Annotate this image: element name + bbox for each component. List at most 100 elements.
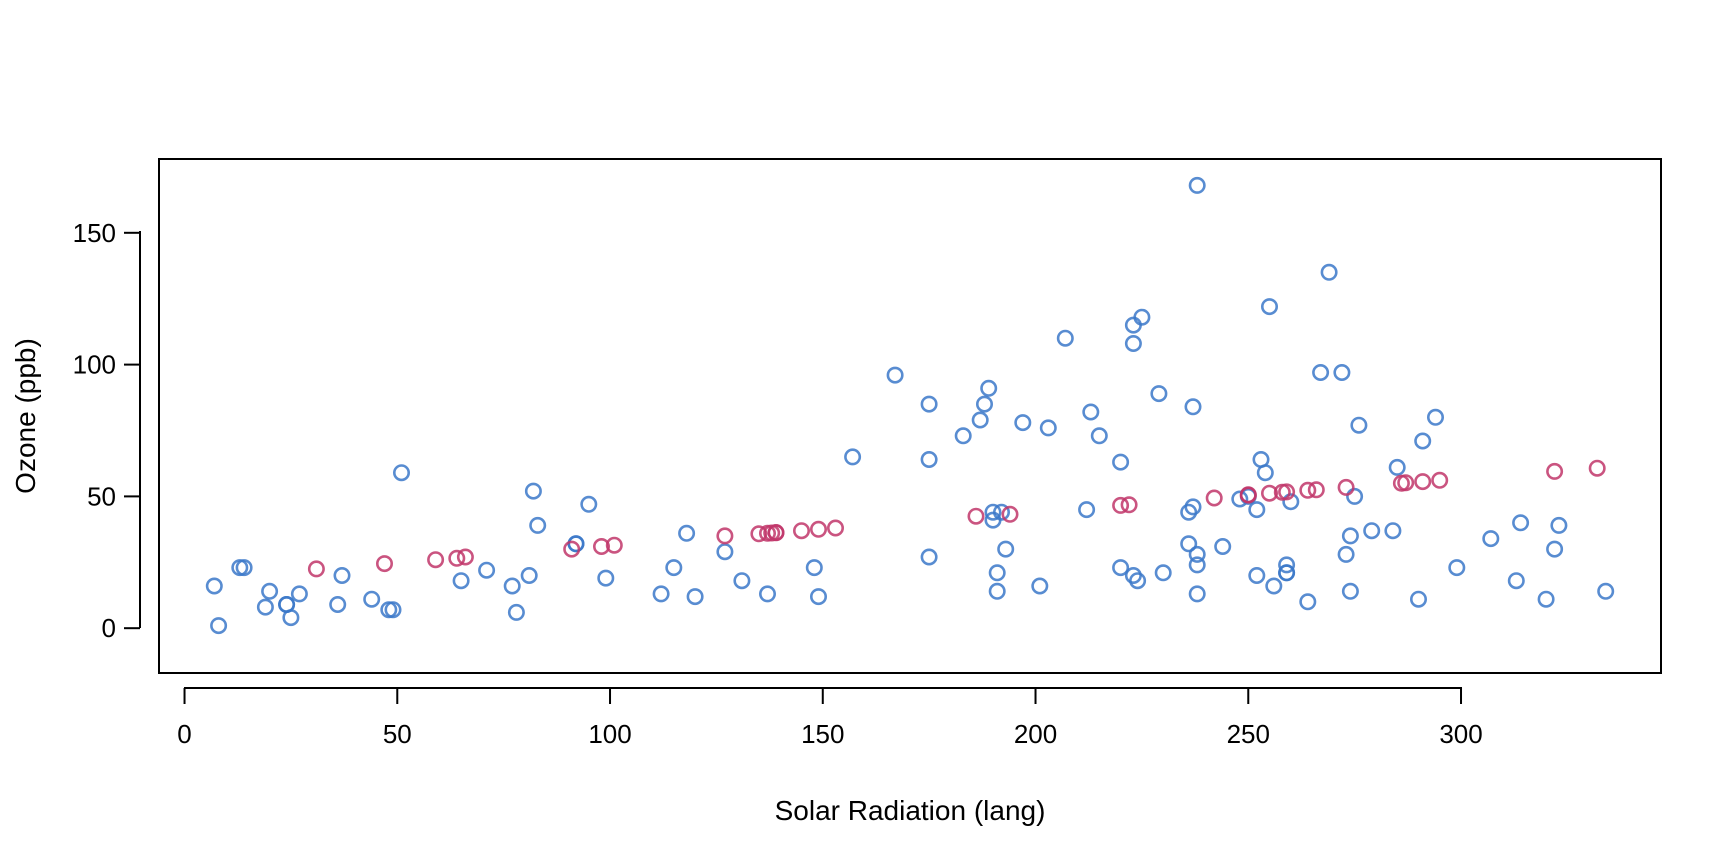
data-point-blue: [1410, 590, 1428, 608]
data-point-blue: [809, 588, 827, 606]
data-point-red: [1414, 473, 1432, 491]
data-point-red: [1278, 483, 1296, 501]
data-point-blue: [920, 548, 938, 566]
data-point-blue: [1278, 564, 1296, 582]
data-point-blue: [1056, 329, 1074, 347]
data-point-blue: [256, 598, 274, 616]
data-point-blue: [1312, 363, 1330, 381]
data-point-blue: [261, 582, 279, 600]
data-point-blue: [1150, 385, 1168, 403]
data-point-red: [1337, 478, 1355, 496]
data-point-blue: [1214, 537, 1232, 555]
data-point-blue: [290, 585, 308, 603]
data-point-blue: [758, 585, 776, 603]
data-point-blue: [1014, 414, 1032, 432]
x-tick-label: 50: [383, 719, 412, 749]
y-tick-label: 0: [102, 613, 116, 643]
data-point-red: [716, 527, 734, 545]
data-point-blue: [282, 609, 300, 627]
data-point-blue: [1265, 577, 1283, 595]
y-tick-label: 50: [87, 481, 116, 511]
y-axis-label: Ozone (ppb): [10, 338, 41, 494]
data-point-blue: [507, 603, 525, 621]
data-point-red: [375, 555, 393, 573]
data-point-red: [1205, 489, 1223, 507]
data-point-blue: [1078, 501, 1096, 519]
x-tick-label: 200: [1014, 719, 1057, 749]
data-point-blue: [1597, 582, 1615, 600]
data-point-blue: [716, 543, 734, 561]
data-point-blue: [1133, 308, 1151, 326]
data-point-red: [563, 540, 581, 558]
x-tick-label: 100: [588, 719, 631, 749]
data-point-red: [1239, 486, 1257, 504]
data-point-blue: [1414, 432, 1432, 450]
data-point-red: [1431, 471, 1449, 489]
data-point-red: [1112, 496, 1130, 514]
data-point-blue: [975, 395, 993, 413]
data-point-blue: [210, 617, 228, 635]
plot-frame: [158, 158, 1662, 674]
data-point-blue: [1231, 490, 1249, 508]
data-point-blue: [503, 577, 521, 595]
data-point-blue: [1384, 522, 1402, 540]
data-point-blue: [1278, 556, 1296, 574]
data-point-blue: [1248, 501, 1266, 519]
data-point-red: [1299, 481, 1317, 499]
data-point-blue: [205, 577, 223, 595]
data-point-blue: [1337, 545, 1355, 563]
data-point-blue: [1184, 498, 1202, 516]
data-point-red: [592, 537, 610, 555]
data-point-blue: [1427, 408, 1445, 426]
data-point-blue: [1129, 572, 1147, 590]
data-point-blue: [1184, 398, 1202, 416]
y-axis: 0 50 100 150: [73, 218, 141, 643]
data-point-blue: [1188, 176, 1206, 194]
data-point-blue: [1546, 540, 1564, 558]
data-point-red: [1588, 459, 1606, 477]
data-point-blue: [1282, 493, 1300, 511]
data-point-blue: [1090, 427, 1108, 445]
data-points: [205, 176, 1615, 635]
data-point-blue: [686, 588, 704, 606]
data-point-blue: [1256, 464, 1274, 482]
data-point-blue: [1482, 530, 1500, 548]
data-point-red: [456, 548, 474, 566]
data-point-blue: [971, 411, 989, 429]
data-point-blue: [886, 366, 904, 384]
data-point-blue: [1363, 522, 1381, 540]
data-point-blue: [1112, 453, 1130, 471]
data-point-blue: [1341, 527, 1359, 545]
data-point-blue: [997, 540, 1015, 558]
data-point-blue: [1333, 363, 1351, 381]
data-point-red: [1546, 462, 1564, 480]
y-tick-label: 150: [73, 218, 116, 248]
data-point-blue: [1112, 559, 1130, 577]
data-point-blue: [1248, 566, 1266, 584]
x-axis-label: Solar Radiation (lang): [775, 795, 1046, 826]
data-point-blue: [329, 595, 347, 613]
x-tick-label: 300: [1439, 719, 1482, 749]
data-point-blue: [580, 495, 598, 513]
data-point-red: [967, 507, 985, 525]
data-point-blue: [529, 516, 547, 534]
data-point-blue: [1350, 416, 1368, 434]
x-tick-label: 0: [177, 719, 191, 749]
data-point-blue: [954, 427, 972, 445]
data-point-blue: [980, 379, 998, 397]
data-point-red: [1001, 505, 1019, 523]
data-point-blue: [988, 582, 1006, 600]
data-point-blue: [524, 482, 542, 500]
y-tick-label: 100: [73, 350, 116, 380]
data-point-blue: [652, 585, 670, 603]
data-point-blue: [1320, 263, 1338, 281]
data-point-blue: [1512, 514, 1530, 532]
data-point-blue: [1388, 458, 1406, 476]
data-point-blue: [478, 561, 496, 579]
data-point-blue: [1124, 316, 1142, 334]
data-point-blue: [1031, 577, 1049, 595]
data-point-blue: [363, 590, 381, 608]
data-point-red: [809, 520, 827, 538]
data-point-blue: [597, 569, 615, 587]
